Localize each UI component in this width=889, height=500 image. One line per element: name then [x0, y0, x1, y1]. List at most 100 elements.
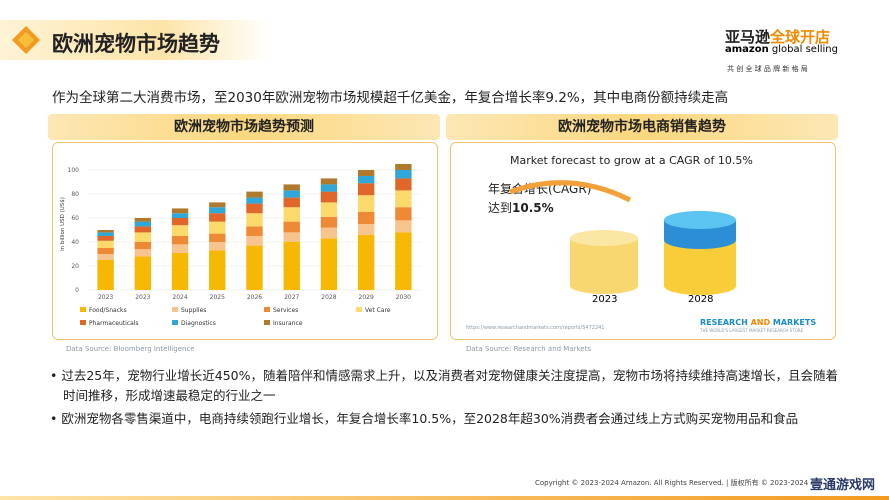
right-source: Data Source: Research and Markets: [466, 345, 592, 353]
cylinders: [509, 180, 736, 295]
legend-swatch: [264, 307, 270, 312]
legend-swatch: [172, 307, 178, 312]
bar-segment: [209, 207, 226, 214]
footer: Copyright © 2023-2024 Amazon. All Rights…: [535, 479, 809, 487]
bar-segment: [357, 234, 375, 290]
bar-segment: [246, 203, 263, 214]
bar-segment: [283, 207, 300, 222]
bullet-text: 欧洲宠物各零售渠道中，电商持续领跑行业增长，年复合增长率10.5%，至2028年…: [61, 411, 799, 426]
year-b: 2028: [688, 294, 714, 305]
legend-swatch: [356, 307, 362, 312]
brand-b: MARKETS: [772, 318, 817, 327]
bar-segment: [283, 221, 300, 233]
title-bar: [0, 20, 270, 60]
logo-en: amazon global selling: [725, 44, 838, 55]
bar-segment: [395, 178, 412, 191]
bar-segment: [134, 226, 152, 233]
cagr-text: 达到10.5%: [488, 199, 554, 216]
legend-swatch: [80, 307, 86, 312]
bar-segment: [246, 245, 263, 290]
bar-segment: [246, 213, 263, 227]
legend-swatch: [172, 320, 178, 325]
bar-segment: [97, 232, 114, 236]
left-panel-title: 欧洲宠物市场趋势预测: [48, 114, 440, 140]
right-panel-title: 欧洲宠物市场电商销售趋势: [446, 114, 838, 140]
bar-segment: [283, 242, 300, 290]
logo-amazon: amazon: [725, 44, 769, 55]
watermark: 壹通游戏网: [810, 478, 876, 493]
y-tick-label: 100: [68, 167, 80, 174]
legend-label: Vet Care: [365, 307, 391, 314]
bar-segment: [97, 248, 114, 254]
bar-segment: [97, 230, 114, 233]
bar-segment: [171, 252, 189, 290]
bar-segment: [209, 242, 226, 251]
cagr-prefix: 达到: [488, 201, 513, 215]
x-tick-label: 2023: [135, 294, 150, 301]
legend-label: Supplies: [181, 307, 206, 314]
bar-segment: [134, 218, 152, 222]
legend-label: Diagnostics: [181, 320, 216, 327]
y-tick-label: 80: [71, 191, 79, 198]
bar-segment: [97, 260, 114, 290]
legend-swatch: [80, 320, 86, 325]
bar-segment: [134, 221, 152, 227]
legend-label: Services: [273, 307, 298, 314]
brand-and: AND: [747, 318, 773, 327]
bullet-text: 过去25年，宠物行业增长近450%，随着陪伴和情感需求上升，以及消费者对宠物健康…: [61, 368, 839, 403]
bar-segment: [209, 250, 226, 290]
bar-segment: [320, 178, 338, 185]
bar-segment: [320, 216, 338, 228]
bar-segment: [171, 225, 189, 236]
bar-segment: [97, 240, 114, 248]
bar-segment: [171, 244, 189, 253]
x-tick-label: 2023: [98, 294, 113, 301]
y-tick-label: 20: [71, 263, 79, 270]
bar-segment: [283, 232, 300, 242]
logo-cn2: 全球开店: [770, 28, 831, 46]
bar-segment: [171, 213, 189, 218]
bar-segment: [283, 197, 300, 208]
bar-segment: [209, 213, 226, 222]
page-title: 欧洲宠物市场趋势: [52, 32, 220, 56]
right-panel: [450, 142, 836, 340]
bar-segment: [246, 236, 263, 246]
subtitle: 作为全球第二大消费市场，至2030年欧洲宠物市场规模超千亿美金，年复合增长率9.…: [52, 90, 729, 106]
bar-segment: [395, 207, 412, 221]
bar-segment: [134, 249, 152, 257]
bar-segment: [357, 195, 375, 212]
bar-segment: [357, 224, 375, 235]
x-tick-label: 2024: [172, 294, 187, 301]
footer-bar: [0, 496, 889, 500]
bar-segment: [357, 183, 375, 196]
bar-segment: [395, 170, 412, 179]
y-axis-label: in billion USD (US$): [60, 197, 66, 251]
bar-segment: [209, 233, 226, 242]
y-tick-label: 60: [71, 215, 79, 222]
bar-segment: [171, 236, 189, 245]
x-tick-label: 2025: [210, 294, 225, 301]
bar-segment: [134, 232, 152, 242]
x-tick-label: 2027: [284, 294, 299, 301]
brand-tag: THE WORLD'S LARGEST MARKET RESEARCH STOR…: [700, 328, 804, 333]
url: https://www.researchandmarkets.com/repor…: [466, 325, 605, 331]
bullets: • 过去25年，宠物行业增长近450%，随着陪伴和情感需求上升，以及消费者对宠物…: [50, 366, 840, 429]
bar-segment: [320, 227, 338, 239]
logo-gs: global selling: [771, 44, 838, 55]
bar-segment: [246, 191, 263, 198]
bar-segment: [246, 226, 263, 236]
slogan: 共 创 全 球 品 牌 新 格 局: [727, 65, 808, 73]
bar-segment: [357, 176, 375, 184]
left-source: Data Source: Bloomberg Intelligence: [66, 345, 195, 353]
bar-segment: [134, 256, 152, 290]
x-tick-label: 2026: [247, 294, 262, 301]
bar-segment: [283, 190, 300, 198]
bar-segment: [209, 221, 226, 234]
y-tick-label: 40: [71, 239, 79, 246]
legend-label: Food/Snacks: [89, 307, 127, 314]
bar-segment: [171, 218, 189, 226]
bar-segment: [395, 164, 412, 170]
cagr-value: 10.5%: [512, 201, 554, 215]
bar-segment: [320, 202, 338, 217]
bar-segment: [320, 238, 338, 290]
